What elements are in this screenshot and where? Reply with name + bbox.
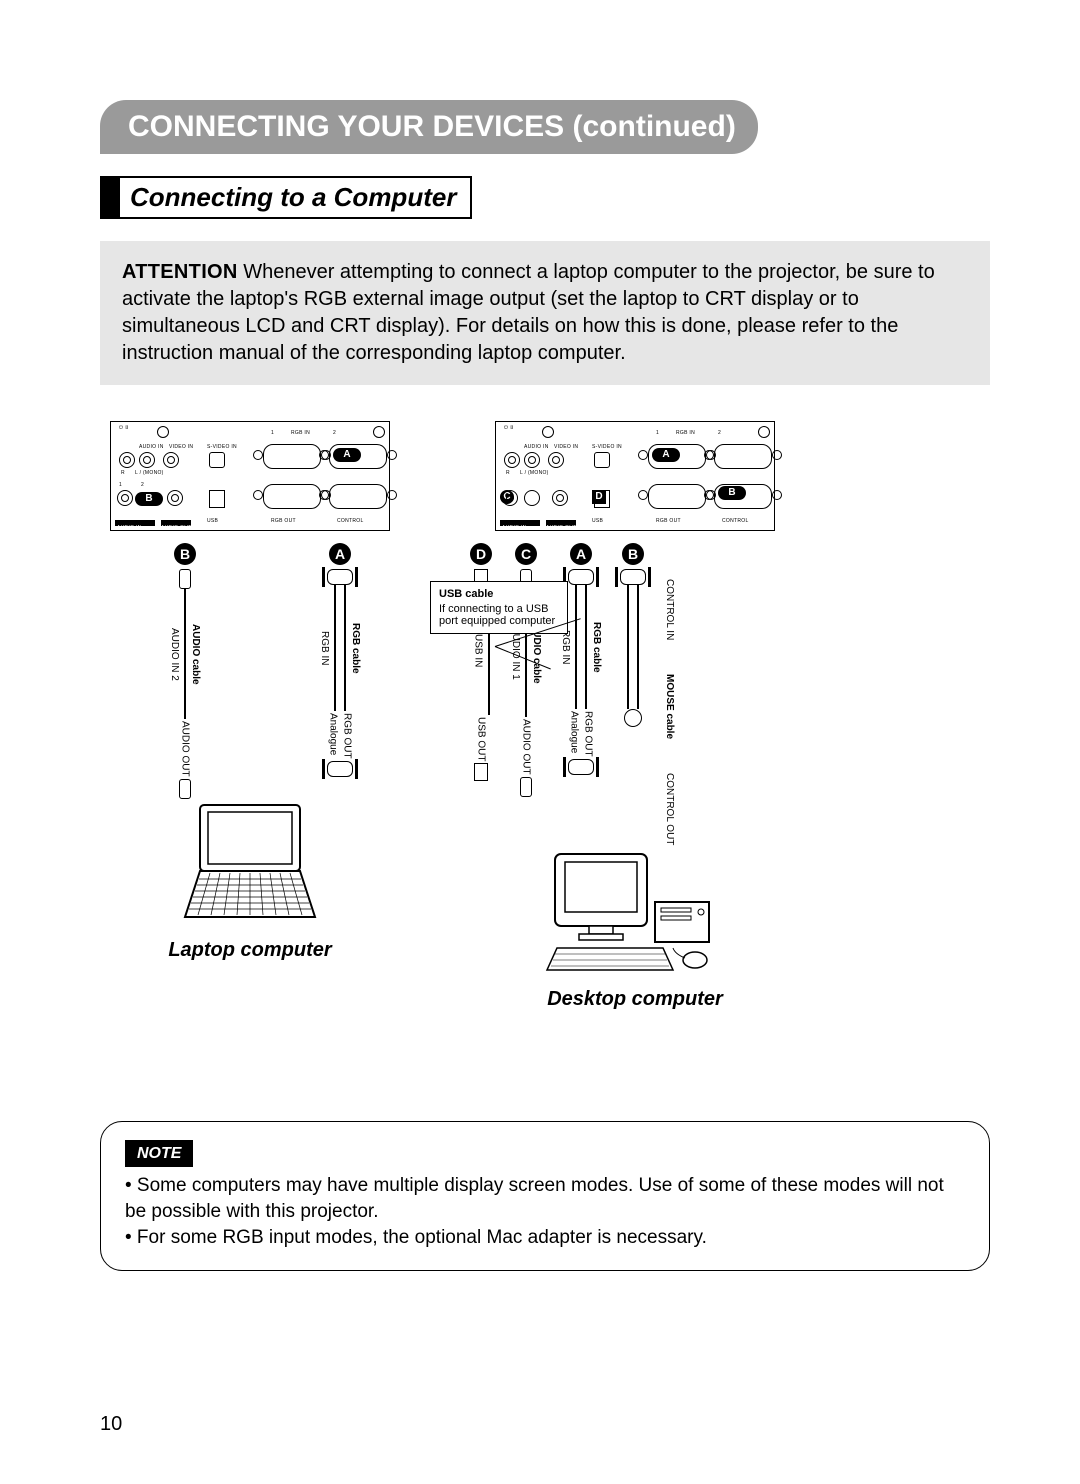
diagrams-row: ⏻ ▯ RGB IN 1 2 AUDIO IN R L / (MONO) VID…	[100, 421, 990, 1011]
page-number: 10	[100, 1413, 122, 1436]
usb-callout-box: USB cable If connecting to a USB port eq…	[430, 581, 568, 634]
note-box: NOTE • Some computers may have multiple …	[100, 1121, 990, 1272]
rgb-cable-desktop: A RGB IN RGB cable AnalogueRGB OUT	[560, 543, 602, 775]
desktop-caption: Desktop computer	[547, 988, 723, 1011]
laptop-illustration	[165, 799, 335, 929]
rgb-cable: A RGB IN RGB cable AnalogueRGB OUT	[319, 543, 361, 777]
projector-back-panel-right: ⏻ ▯ RGB IN 1 2 AUDIO IN R L / (MONO) VID…	[495, 421, 775, 531]
label-d-icon: D	[470, 543, 492, 565]
label-b-icon-2: B	[622, 543, 644, 565]
usb-callout-body: If connecting to a USB port equipped com…	[439, 603, 555, 627]
laptop-caption: Laptop computer	[168, 939, 331, 962]
usb-cable: D USB IN USB OUT	[470, 543, 492, 781]
diagram-laptop: ⏻ ▯ RGB IN 1 2 AUDIO IN R L / (MONO) VID…	[100, 421, 400, 1011]
label-b-icon: B	[174, 543, 196, 565]
attention-box: ATTENTION Whenever attempting to connect…	[100, 241, 990, 385]
section-heading: CONNECTING YOUR DEVICES (continued)	[100, 100, 758, 154]
label-c-icon: C	[515, 543, 537, 565]
label-a-icon-2: A	[570, 543, 592, 565]
usb-callout-title: USB cable	[439, 588, 559, 600]
desktop-illustration	[535, 848, 735, 978]
note-label: NOTE	[125, 1140, 193, 1168]
note-item-2: • For some RGB input modes, the optional…	[125, 1225, 965, 1251]
attention-label: ATTENTION	[122, 261, 238, 283]
subsection-heading: Connecting to a Computer	[100, 176, 472, 219]
note-item-1: • Some computers may have multiple displ…	[125, 1173, 965, 1224]
diagram-desktop: ⏻ ▯ RGB IN 1 2 AUDIO IN R L / (MONO) VID…	[470, 421, 800, 1011]
attention-body: Whenever attempting to connect a laptop …	[122, 261, 935, 364]
audio-cable: B AUDIO IN 2 AUDIO cable AUDIO OUT	[169, 543, 201, 799]
projector-back-panel-left: ⏻ ▯ RGB IN 1 2 AUDIO IN R L / (MONO) VID…	[110, 421, 390, 531]
control-cable: B	[620, 543, 646, 727]
label-a-icon: A	[329, 543, 351, 565]
